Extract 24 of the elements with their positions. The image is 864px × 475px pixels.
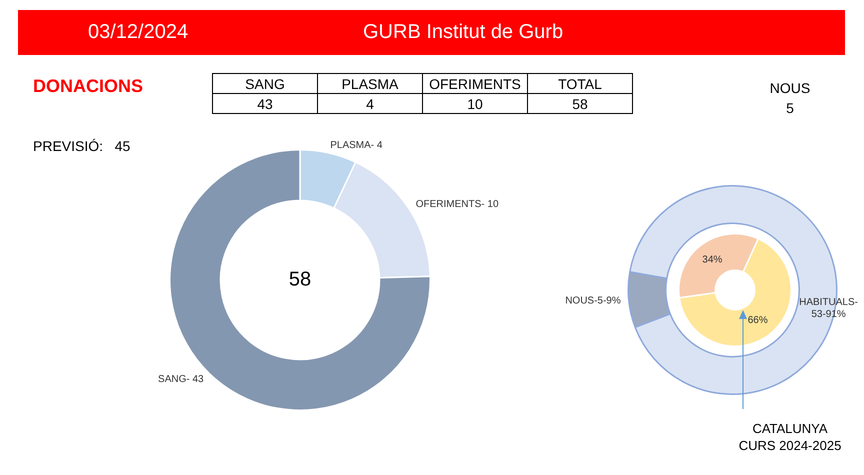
text: 03/12/2024 bbox=[88, 21, 188, 44]
text: PREVISIÓ: 45 bbox=[33, 138, 130, 154]
text: SANG bbox=[212, 74, 318, 94]
text: OFERIMENTS bbox=[422, 74, 528, 94]
slice-label: OFERIMENTS- 10 bbox=[416, 199, 499, 210]
slice-label: HABITUALS- bbox=[799, 296, 858, 308]
text: 58 bbox=[288, 268, 312, 291]
text: 4 bbox=[318, 94, 422, 114]
slice-label: PLASMA- 4 bbox=[330, 140, 383, 151]
text: CATALUNYA CURS 2024-2025 bbox=[738, 420, 842, 454]
data-label: 53-91% bbox=[811, 308, 846, 320]
text: 5 bbox=[785, 100, 795, 116]
text: PLASMA bbox=[318, 74, 422, 94]
data-label: 34% bbox=[702, 254, 722, 266]
text: GURB Institut de Gurb bbox=[363, 21, 564, 44]
slice-label: NOUS-5-9% bbox=[565, 295, 621, 306]
text: 10 bbox=[422, 94, 528, 114]
text: 58 bbox=[528, 94, 632, 114]
text: TOTAL bbox=[528, 74, 632, 94]
data-label: 66% bbox=[748, 315, 768, 326]
text: NOUS bbox=[768, 80, 812, 96]
text: DONACIONS bbox=[33, 76, 144, 97]
slice-label: SANG- 43 bbox=[158, 374, 204, 385]
text: 43 bbox=[212, 94, 318, 114]
